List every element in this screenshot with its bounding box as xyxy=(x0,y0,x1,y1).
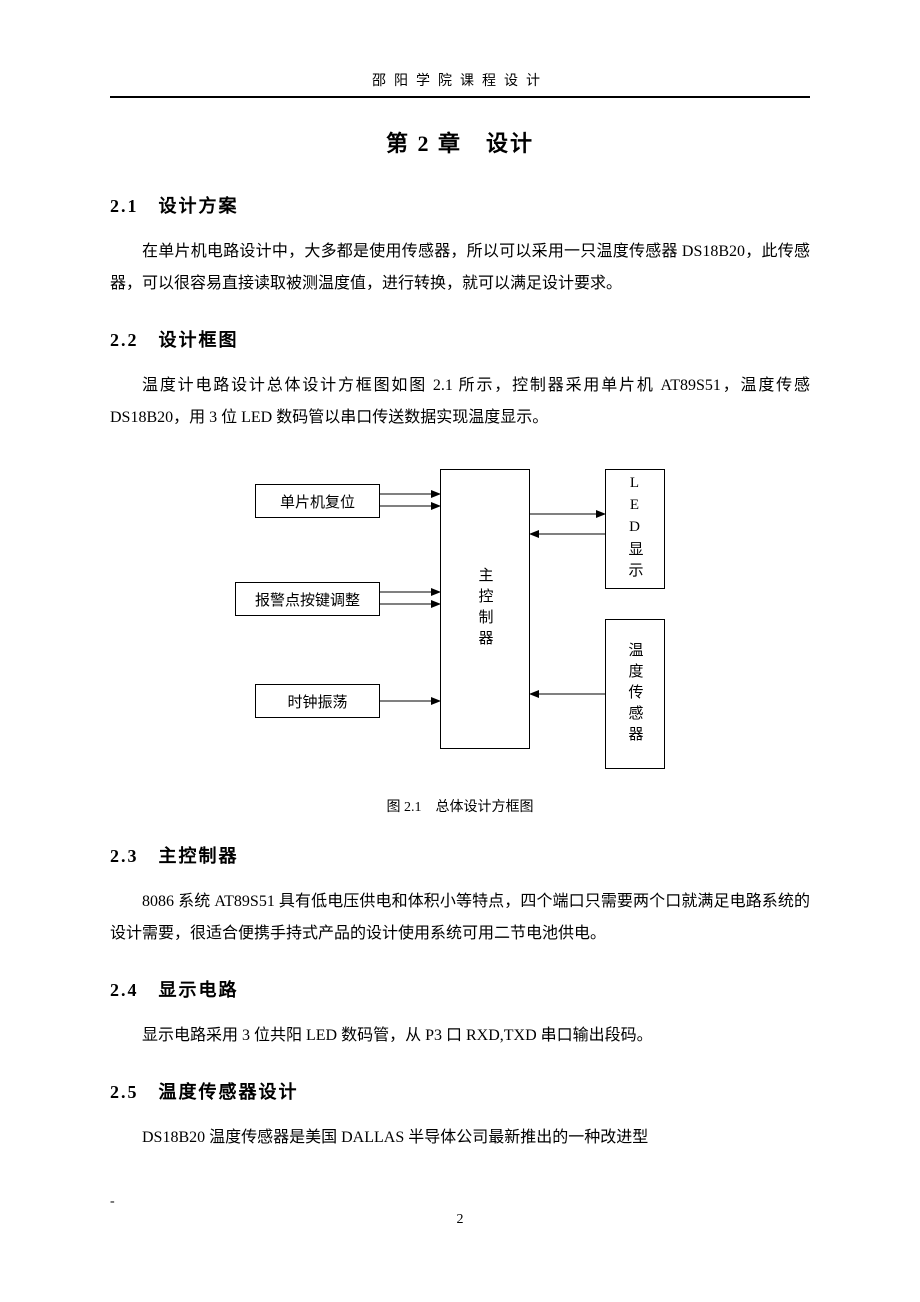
section-2-3-title: 2.3 主控制器 xyxy=(110,842,810,868)
diagram-box-center: 主控制器 xyxy=(440,469,530,749)
diagram-box-left3: 时钟振荡 xyxy=(255,684,380,718)
diagram-box-left1: 单片机复位 xyxy=(255,484,380,518)
diagram-box-right2: 温度传感器 xyxy=(605,619,665,769)
section-2-4-para: 显示电路采用 3 位共阳 LED 数码管，从 P3 口 RXD,TXD 串口输出… xyxy=(110,1020,810,1052)
chapter-title: 第 2 章 设计 xyxy=(110,126,810,158)
section-2-1-title: 2.1 设计方案 xyxy=(110,192,810,218)
running-header: 邵阳学院课程设计 xyxy=(110,70,810,98)
section-2-4-title: 2.4 显示电路 xyxy=(110,976,810,1002)
footer-dash: - xyxy=(110,1194,810,1210)
section-2-2-para: 温度计电路设计总体设计方框图如图 2.1 所示，控制器采用单片机 AT89S51… xyxy=(110,370,810,434)
block-diagram: 单片机复位报警点按键调整时钟振荡 主控制器 LED显示温度传感器 xyxy=(225,464,695,784)
section-2-1-para: 在单片机电路设计中，大多都是使用传感器，所以可以采用一只温度传感器 DS18B2… xyxy=(110,236,810,300)
section-2-5-title: 2.5 温度传感器设计 xyxy=(110,1078,810,1104)
section-2-2-title: 2.2 设计框图 xyxy=(110,326,810,352)
block-diagram-wrap: 单片机复位报警点按键调整时钟振荡 主控制器 LED显示温度传感器 xyxy=(110,464,810,784)
page-number: 2 xyxy=(110,1212,810,1228)
section-2-5-para: DS18B20 温度传感器是美国 DALLAS 半导体公司最新推出的一种改进型 xyxy=(110,1122,810,1154)
figure-caption: 图 2.1 总体设计方框图 xyxy=(110,796,810,816)
section-2-3-para: 8086 系统 AT89S51 具有低电压供电和体积小等特点，四个端口只需要两个… xyxy=(110,886,810,950)
document-page: 邵阳学院课程设计 第 2 章 设计 2.1 设计方案 在单片机电路设计中，大多都… xyxy=(0,0,920,1278)
diagram-box-right1: LED显示 xyxy=(605,469,665,589)
diagram-box-left2: 报警点按键调整 xyxy=(235,582,380,616)
